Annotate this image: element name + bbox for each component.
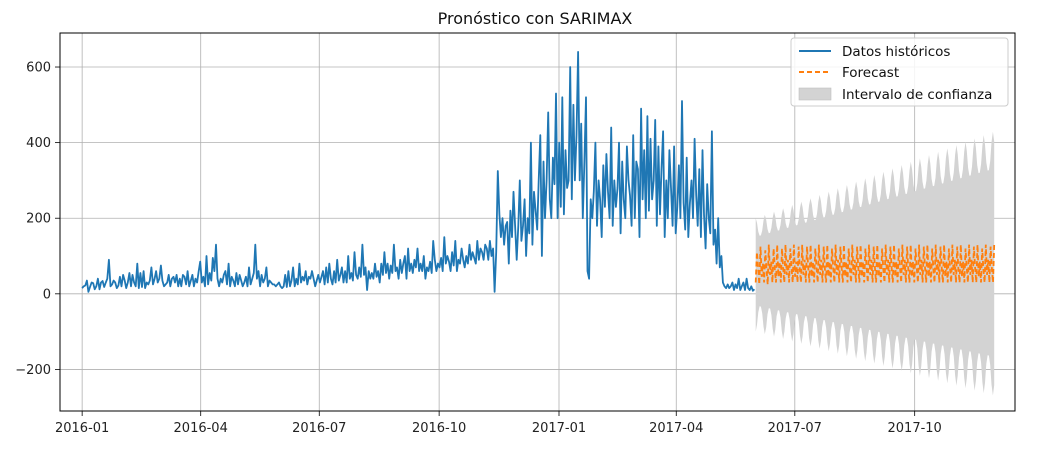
- chart-title: Pronóstico con SARIMAX: [438, 9, 633, 28]
- y-tick-label: 400: [26, 136, 51, 151]
- x-tick-label: 2017-07: [768, 421, 822, 436]
- legend-swatch-2: [798, 87, 832, 101]
- legend-label: Intervalo de confianza: [842, 87, 992, 103]
- y-tick-label: −200: [15, 363, 51, 378]
- legend-box: [790, 37, 1009, 107]
- legend-label: Forecast: [842, 65, 899, 81]
- y-tick-label: 0: [43, 287, 51, 302]
- x-tick-label: 2016-10: [412, 421, 466, 436]
- x-tick-label: 2017-10: [888, 421, 942, 436]
- x-tick-label: 2016-01: [55, 421, 109, 436]
- confidence-band: [755, 131, 995, 396]
- plot-frame: [59, 32, 1016, 412]
- y-tick-label: 200: [26, 212, 51, 227]
- series-line-historical: [81, 51, 756, 293]
- x-tick-label: 2016-04: [174, 421, 228, 436]
- y-tick-label: 600: [26, 61, 51, 76]
- legend-label: Datos históricos: [842, 44, 950, 60]
- x-tick-label: 2017-04: [649, 421, 703, 436]
- series-line-forecast: [754, 244, 996, 285]
- x-tick-label: 2016-07: [292, 421, 346, 436]
- x-tick-label: 2017-01: [532, 421, 586, 436]
